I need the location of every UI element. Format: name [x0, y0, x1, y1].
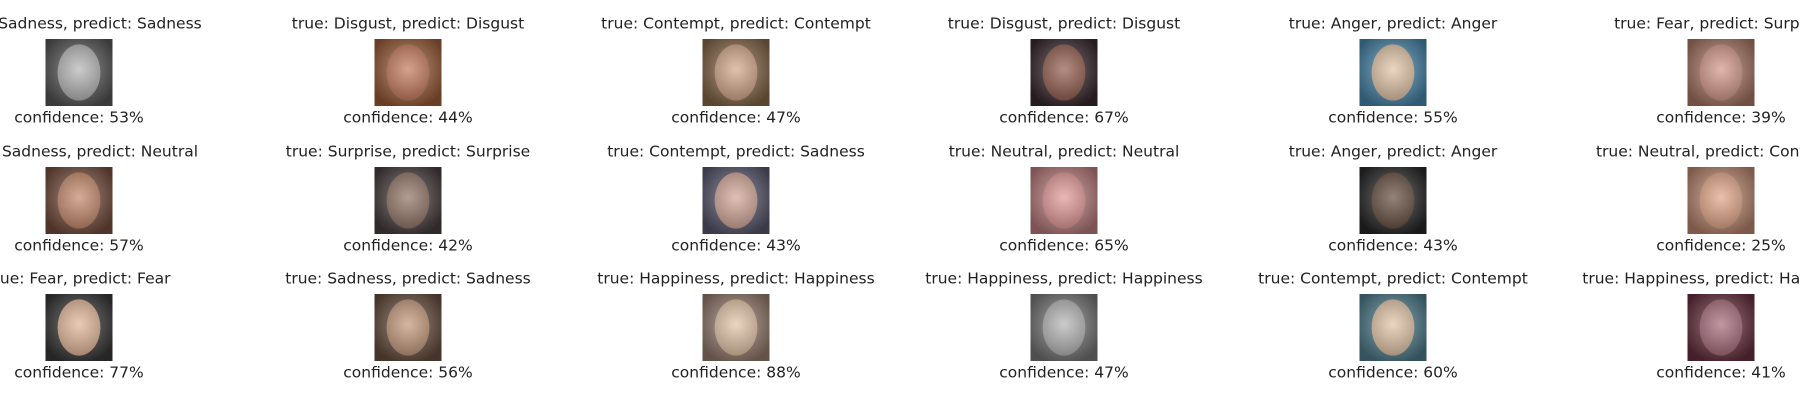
confidence-label: confidence: 42% — [343, 237, 472, 255]
face-image-shade — [1359, 39, 1427, 106]
confidence-label: confidence: 65% — [999, 237, 1128, 255]
panel-title: true: Disgust, predict: Disgust — [292, 15, 524, 33]
confidence-label: confidence: 56% — [343, 364, 472, 382]
panel-title: true: Happiness, predict: Happiness — [1582, 270, 1800, 288]
confidence-label: confidence: 47% — [999, 364, 1128, 382]
panel-title: true: Sadness, predict: Sadness — [285, 270, 531, 288]
panel-title: true: Disgust, predict: Disgust — [948, 15, 1180, 33]
face-image-shade — [374, 39, 442, 106]
confidence-label: confidence: 43% — [1328, 237, 1457, 255]
confidence-label: confidence: 67% — [999, 109, 1128, 127]
face-image-shade — [45, 167, 113, 234]
confidence-label: confidence: 39% — [1656, 109, 1785, 127]
panel-title: true: Contempt, predict: Sadness — [607, 143, 865, 161]
panel-title: true: Surprise, predict: Surprise — [286, 143, 530, 161]
face-image-shade — [702, 167, 770, 234]
face-image-shade — [1030, 39, 1098, 106]
confidence-label: confidence: 57% — [14, 237, 143, 255]
panel-title: true: Anger, predict: Anger — [1289, 143, 1498, 161]
panel-title: true: Sadness, predict: Neutral — [0, 143, 198, 161]
confidence-label: confidence: 60% — [1328, 364, 1457, 382]
face-image-shade — [1359, 294, 1427, 361]
panel-title: true: Contempt, predict: Contempt — [601, 15, 871, 33]
face-image-shade — [1030, 294, 1098, 361]
panel-title: true: Contempt, predict: Contempt — [1258, 270, 1528, 288]
panel-title: true: Fear, predict: Surprise — [1614, 15, 1800, 33]
face-image-shade — [1030, 167, 1098, 234]
confidence-label: confidence: 43% — [671, 237, 800, 255]
face-image-shade — [45, 294, 113, 361]
confidence-label: confidence: 47% — [671, 109, 800, 127]
face-image-shade — [1687, 167, 1755, 234]
panel-title: true: Sadness, predict: Sadness — [0, 15, 202, 33]
confidence-label: confidence: 25% — [1656, 237, 1785, 255]
face-image-shade — [702, 39, 770, 106]
panel-title: true: Anger, predict: Anger — [1289, 15, 1498, 33]
panel-title: true: Happiness, predict: Happiness — [925, 270, 1202, 288]
confidence-label: confidence: 88% — [671, 364, 800, 382]
face-image-shade — [1359, 167, 1427, 234]
face-image-shade — [45, 39, 113, 106]
face-image-shade — [1687, 294, 1755, 361]
confidence-label: confidence: 55% — [1328, 109, 1457, 127]
panel-title: true: Neutral, predict: Contempt — [1596, 143, 1800, 161]
confidence-label: confidence: 44% — [343, 109, 472, 127]
panel-title: true: Fear, predict: Fear — [0, 270, 171, 288]
panel-title: true: Neutral, predict: Neutral — [949, 143, 1180, 161]
face-image-shade — [374, 294, 442, 361]
confidence-label: confidence: 77% — [14, 364, 143, 382]
face-image-shade — [374, 167, 442, 234]
panel-title: true: Happiness, predict: Happiness — [597, 270, 874, 288]
face-image-shade — [702, 294, 770, 361]
confidence-label: confidence: 41% — [1656, 364, 1785, 382]
face-image-shade — [1687, 39, 1755, 106]
confidence-label: confidence: 53% — [14, 109, 143, 127]
